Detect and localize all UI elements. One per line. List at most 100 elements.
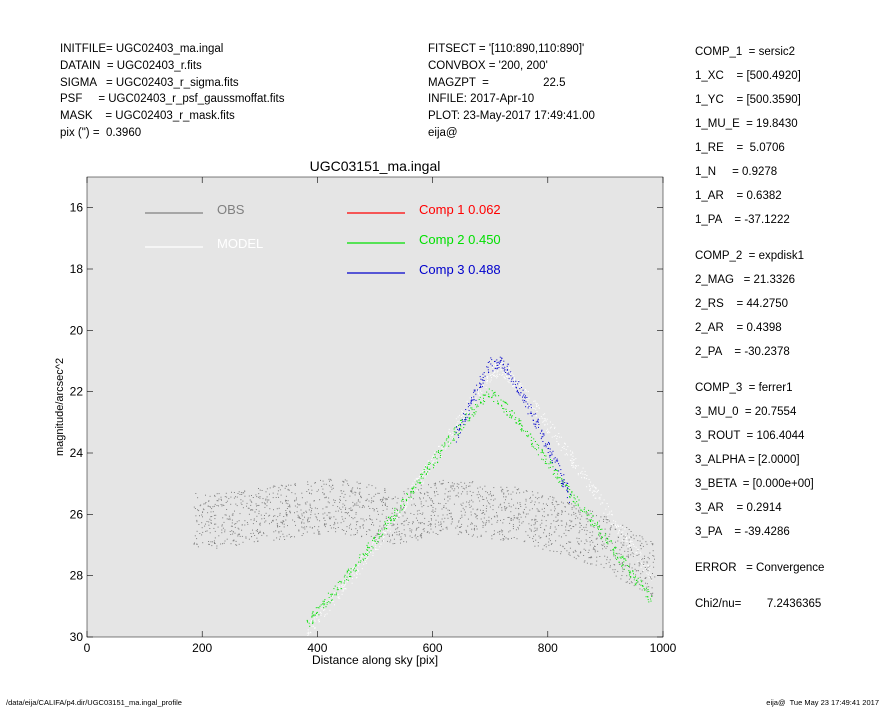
data-point xyxy=(208,541,210,542)
data-point xyxy=(279,536,281,538)
data-point xyxy=(318,607,320,609)
data-point xyxy=(482,488,483,490)
data-point xyxy=(630,544,632,546)
data-point xyxy=(503,411,505,413)
data-point xyxy=(360,497,362,499)
data-point xyxy=(345,512,347,514)
data-point xyxy=(543,420,545,422)
data-point xyxy=(509,416,511,418)
data-point xyxy=(330,593,332,595)
data-point xyxy=(582,510,583,512)
data-point xyxy=(378,529,380,531)
data-point xyxy=(365,553,367,555)
data-point xyxy=(420,523,422,525)
data-point xyxy=(575,524,577,526)
data-point xyxy=(278,487,280,489)
data-point xyxy=(303,522,305,524)
data-point xyxy=(645,582,646,584)
data-point xyxy=(301,492,303,494)
data-point xyxy=(643,564,645,565)
data-point xyxy=(643,570,645,572)
data-point xyxy=(608,536,610,537)
data-point xyxy=(214,494,216,496)
data-point xyxy=(525,406,527,408)
data-point xyxy=(442,514,444,516)
data-point xyxy=(609,511,611,513)
data-point xyxy=(593,548,595,550)
data-point xyxy=(476,528,478,530)
data-point xyxy=(302,527,304,529)
data-point xyxy=(371,546,373,548)
data-point xyxy=(559,477,561,479)
data-point xyxy=(302,519,304,521)
data-point xyxy=(430,518,432,520)
data-point xyxy=(359,488,361,489)
data-point xyxy=(256,505,257,507)
data-point xyxy=(475,411,477,413)
data-point xyxy=(237,493,239,494)
data-point xyxy=(383,528,385,530)
data-point xyxy=(522,395,524,397)
data-point xyxy=(574,466,576,468)
data-point xyxy=(629,582,631,584)
data-point xyxy=(541,519,543,521)
data-point xyxy=(447,500,449,502)
data-point xyxy=(455,441,457,443)
data-point xyxy=(552,466,554,468)
data-point xyxy=(493,375,495,377)
data-point xyxy=(609,528,611,530)
data-point xyxy=(504,508,506,510)
data-point xyxy=(307,517,309,519)
data-point xyxy=(646,561,648,563)
data-point xyxy=(545,525,547,527)
data-point xyxy=(250,509,252,511)
data-point xyxy=(556,520,558,522)
data-point xyxy=(214,523,215,525)
data-point xyxy=(496,368,498,370)
data-point xyxy=(375,493,377,495)
data-point xyxy=(646,568,648,570)
data-point xyxy=(367,555,369,557)
data-point xyxy=(629,541,631,543)
data-point xyxy=(394,507,396,509)
data-point xyxy=(274,515,276,517)
data-point xyxy=(537,492,539,494)
data-point xyxy=(503,360,505,362)
data-point xyxy=(427,492,429,494)
header-left-line: pix (") = 0.3960 xyxy=(60,126,142,139)
data-point xyxy=(250,509,252,511)
data-point xyxy=(441,518,443,520)
data-point xyxy=(308,622,310,624)
data-point xyxy=(490,499,492,501)
data-point xyxy=(652,544,654,546)
data-point xyxy=(411,492,413,494)
data-point xyxy=(619,528,621,530)
data-point xyxy=(560,520,562,522)
data-point xyxy=(266,535,268,537)
data-point xyxy=(307,519,309,520)
data-point xyxy=(429,523,431,525)
data-point xyxy=(615,557,616,559)
data-point xyxy=(600,537,602,539)
x-tick-label: 200 xyxy=(192,641,212,655)
data-point xyxy=(430,498,432,499)
data-point xyxy=(420,475,422,477)
data-point xyxy=(434,451,435,453)
data-point xyxy=(237,534,239,536)
data-point xyxy=(550,509,552,511)
data-point xyxy=(624,558,626,560)
data-point xyxy=(561,510,563,512)
data-point xyxy=(510,371,512,373)
data-point xyxy=(463,509,465,511)
data-point xyxy=(344,504,346,506)
data-point xyxy=(515,388,517,390)
data-point xyxy=(465,414,467,416)
data-point xyxy=(650,600,652,602)
data-point xyxy=(316,517,318,519)
data-point xyxy=(497,366,499,368)
data-point xyxy=(519,513,521,515)
data-point xyxy=(251,509,253,511)
data-point xyxy=(428,462,430,463)
data-point xyxy=(405,506,407,508)
data-point xyxy=(371,497,373,499)
